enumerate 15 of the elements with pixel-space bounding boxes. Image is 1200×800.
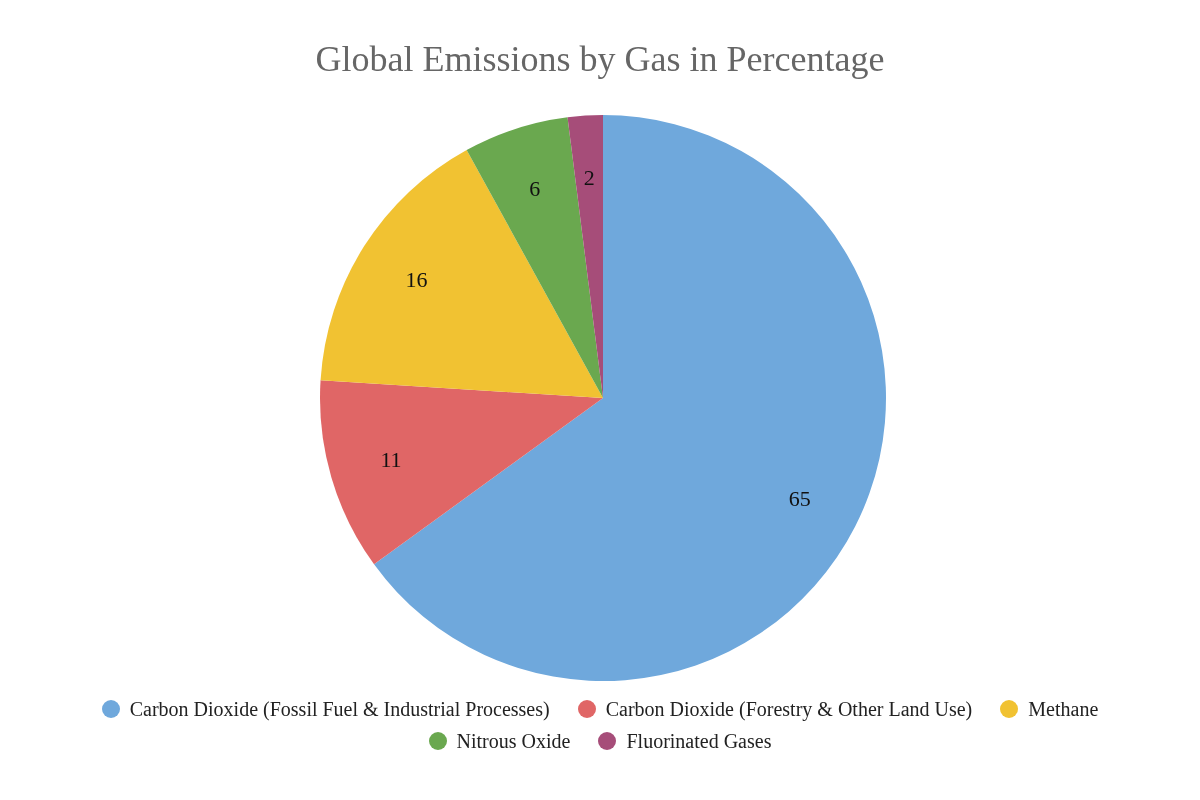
legend-label: Carbon Dioxide (Fossil Fuel & Industrial Processes)	[129, 697, 550, 721]
data-label: 65	[788, 485, 811, 511]
data-label: 2	[583, 165, 595, 191]
pie-slice	[374, 115, 886, 681]
legend-label: Methane	[1028, 697, 1099, 721]
legend-label: Nitrous Oxide	[456, 729, 571, 753]
data-label: 6	[529, 175, 541, 201]
legend-label: Fluorinated Gases	[626, 729, 772, 753]
data-label: 11	[380, 447, 402, 473]
data-label: 16	[405, 267, 428, 293]
chart-title: Global Emissions by Gas in Percentage	[314, 38, 886, 81]
legend-label: Carbon Dioxide (Forestry & Other Land Use)	[605, 697, 973, 721]
pie-slice	[466, 117, 603, 398]
pie-slice	[320, 150, 603, 398]
pie-slice	[320, 380, 603, 565]
